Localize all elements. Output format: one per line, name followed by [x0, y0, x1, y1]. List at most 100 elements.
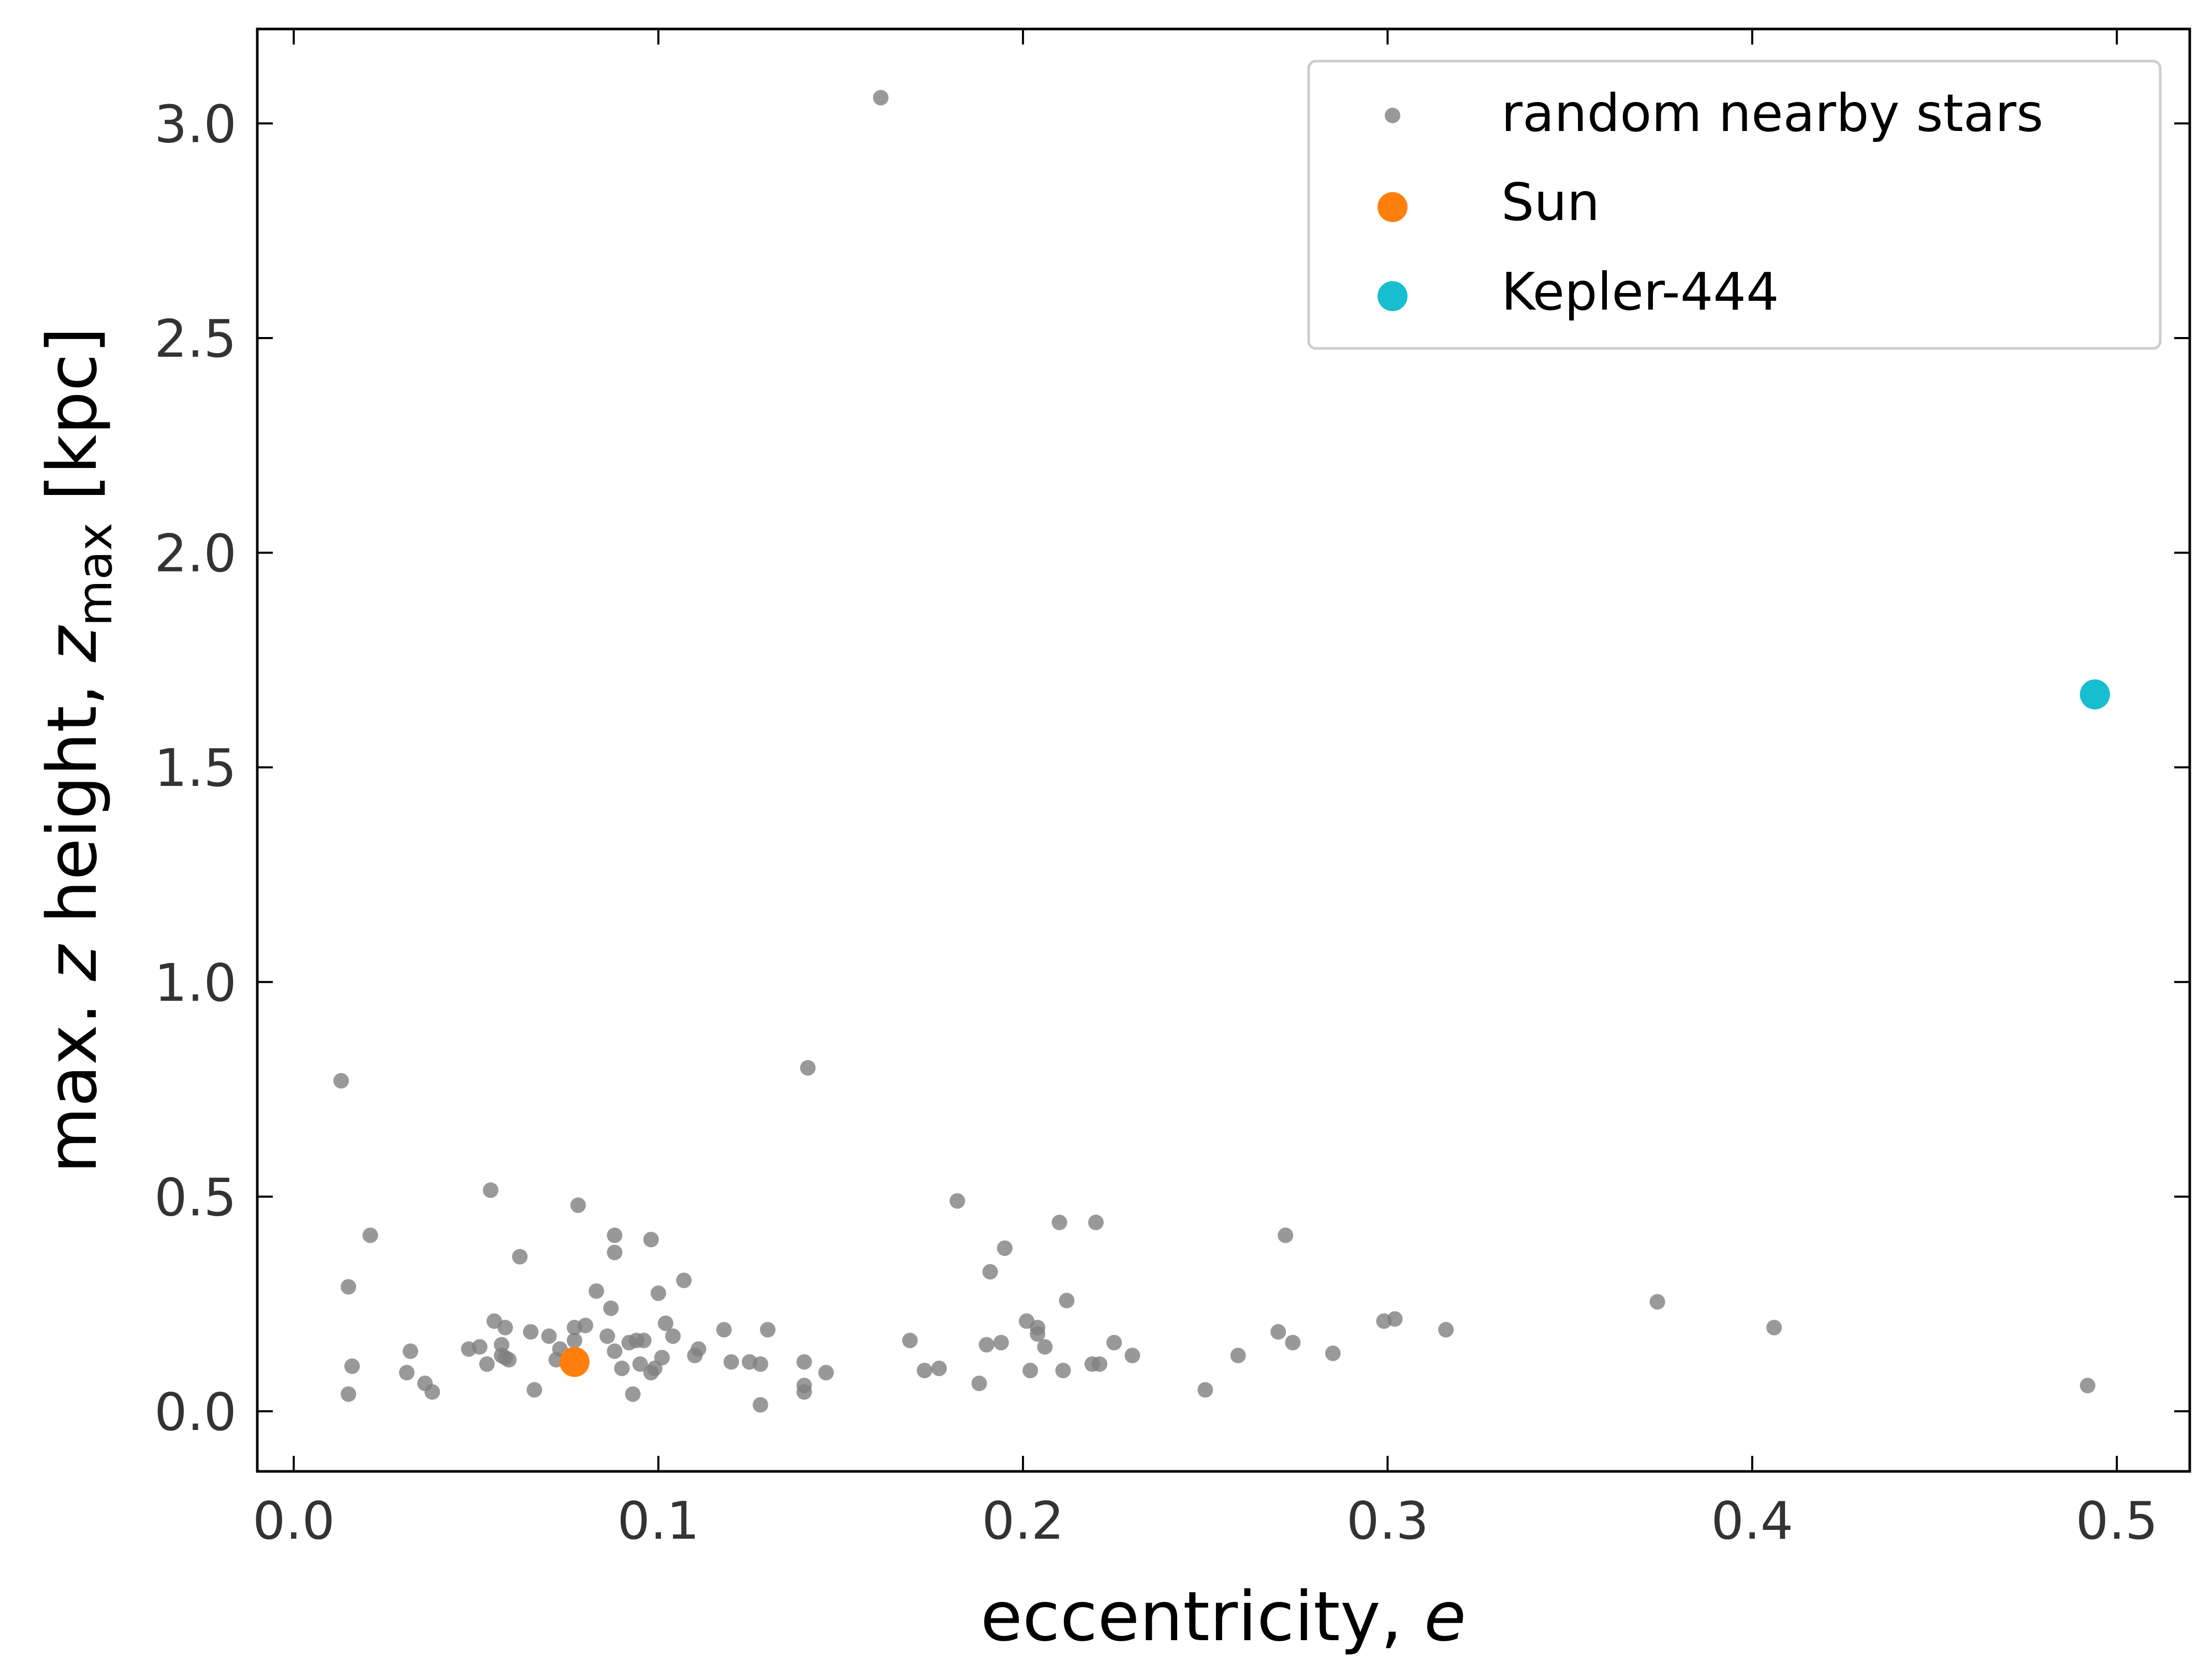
point-random-nearby-stars	[497, 1320, 513, 1336]
point-random-nearby-stars	[873, 90, 889, 106]
legend: random nearby stars Sun Kepler-444	[1307, 60, 2162, 350]
y-tick-label: 3.0	[154, 94, 237, 154]
point-random-nearby-stars	[341, 1386, 357, 1402]
y-tick-label: 1.0	[154, 953, 237, 1013]
point-random-nearby-stars	[341, 1279, 357, 1295]
point-random-nearby-stars	[1230, 1348, 1246, 1364]
point-random-nearby-stars	[472, 1339, 488, 1355]
point-random-nearby-stars	[931, 1361, 947, 1376]
y-axis-label: max. z height, zmax [kpc]	[33, 327, 123, 1174]
point-random-nearby-stars	[800, 1060, 816, 1076]
point-random-nearby-stars	[1051, 1215, 1067, 1231]
point-random-nearby-stars	[1278, 1227, 1294, 1243]
point-random-nearby-stars	[479, 1356, 495, 1372]
x-axis-label: eccentricity, e	[980, 1577, 1466, 1657]
point-random-nearby-stars	[1059, 1292, 1075, 1308]
point-random-nearby-stars	[1030, 1320, 1046, 1336]
point-random-nearby-stars	[760, 1322, 776, 1338]
y-tick-label: 0.5	[154, 1167, 237, 1228]
point-random-nearby-stars	[997, 1240, 1013, 1256]
point-random-nearby-stars	[971, 1376, 987, 1392]
point-random-nearby-stars	[978, 1337, 994, 1353]
point-random-nearby-stars	[1285, 1335, 1301, 1351]
point-random-nearby-stars	[1124, 1348, 1140, 1364]
point-random-nearby-stars	[526, 1382, 543, 1398]
point-random-nearby-stars	[1325, 1345, 1341, 1361]
point-random-nearby-stars	[607, 1245, 623, 1261]
x-tick-label: 0.4	[1711, 1491, 1793, 1551]
point-random-nearby-stars	[636, 1333, 652, 1349]
point-random-nearby-stars	[643, 1232, 659, 1248]
point-random-nearby-stars	[399, 1365, 415, 1381]
point-kepler-444	[2079, 679, 2110, 710]
point-random-nearby-stars	[723, 1354, 739, 1370]
legend-marker-sun	[1378, 192, 1408, 222]
point-random-nearby-stars	[752, 1397, 768, 1413]
point-random-nearby-stars	[916, 1363, 932, 1379]
point-random-nearby-stars	[2079, 1378, 2096, 1394]
point-random-nearby-stars	[796, 1354, 812, 1370]
point-random-nearby-stars	[1088, 1215, 1104, 1231]
point-random-nearby-stars	[1055, 1363, 1071, 1379]
point-random-nearby-stars	[650, 1285, 666, 1301]
point-random-nearby-stars	[1197, 1382, 1213, 1398]
point-random-nearby-stars	[402, 1343, 418, 1359]
point-random-nearby-stars	[344, 1358, 360, 1374]
point-random-nearby-stars	[1766, 1320, 1782, 1336]
data-points	[333, 90, 2110, 1413]
point-random-nearby-stars	[676, 1273, 692, 1289]
point-random-nearby-stars	[1106, 1335, 1122, 1351]
point-random-nearby-stars	[716, 1322, 732, 1338]
point-random-nearby-stars	[902, 1333, 918, 1349]
point-random-nearby-stars	[333, 1073, 349, 1089]
point-random-nearby-stars	[512, 1249, 528, 1265]
legend-marker-kepler-444	[1378, 281, 1408, 311]
point-random-nearby-stars	[796, 1384, 812, 1400]
point-random-nearby-stars	[752, 1356, 768, 1372]
point-random-nearby-stars	[818, 1365, 834, 1381]
point-random-nearby-stars	[1438, 1322, 1454, 1338]
point-random-nearby-stars	[982, 1264, 998, 1280]
x-tick-label: 0.3	[1346, 1491, 1429, 1551]
point-sun	[559, 1347, 590, 1377]
point-random-nearby-stars	[665, 1328, 681, 1344]
point-random-nearby-stars	[541, 1328, 557, 1344]
point-random-nearby-stars	[523, 1324, 539, 1340]
y-tick-label: 1.5	[154, 738, 237, 798]
point-random-nearby-stars	[949, 1193, 965, 1209]
point-random-nearby-stars	[482, 1182, 499, 1198]
point-random-nearby-stars	[993, 1335, 1009, 1351]
point-random-nearby-stars	[1092, 1356, 1108, 1372]
point-random-nearby-stars	[1387, 1311, 1403, 1327]
point-random-nearby-stars	[362, 1227, 378, 1243]
point-random-nearby-stars	[1649, 1294, 1665, 1310]
point-random-nearby-stars	[607, 1227, 623, 1243]
point-random-nearby-stars	[570, 1197, 586, 1213]
point-random-nearby-stars	[566, 1333, 582, 1349]
plot-frame	[256, 27, 2191, 1473]
x-tick-label: 0.1	[617, 1491, 699, 1551]
legend-label-sun: Sun	[1501, 172, 1600, 232]
point-random-nearby-stars	[614, 1361, 630, 1376]
x-tick-label: 0.5	[2076, 1491, 2158, 1551]
point-random-nearby-stars	[599, 1328, 616, 1344]
point-random-nearby-stars	[657, 1315, 673, 1331]
point-random-nearby-stars	[501, 1352, 517, 1368]
point-random-nearby-stars	[621, 1335, 637, 1351]
legend-box	[1307, 60, 2162, 350]
point-random-nearby-stars	[577, 1318, 593, 1334]
point-random-nearby-stars	[625, 1386, 641, 1402]
point-random-nearby-stars	[493, 1337, 509, 1353]
point-random-nearby-stars	[691, 1341, 707, 1357]
point-random-nearby-stars	[607, 1343, 623, 1359]
point-random-nearby-stars	[647, 1361, 663, 1376]
point-random-nearby-stars	[1022, 1363, 1038, 1379]
legend-marker-random-nearby-stars	[1385, 108, 1400, 123]
legend-label-kepler-444: Kepler-444	[1501, 261, 1779, 322]
x-tick-label: 0.0	[253, 1491, 335, 1551]
legend-label-random-nearby-stars: random nearby stars	[1501, 83, 2043, 143]
point-random-nearby-stars	[424, 1384, 441, 1400]
x-tick-label: 0.2	[982, 1491, 1064, 1551]
y-tick-label: 2.5	[154, 309, 237, 369]
